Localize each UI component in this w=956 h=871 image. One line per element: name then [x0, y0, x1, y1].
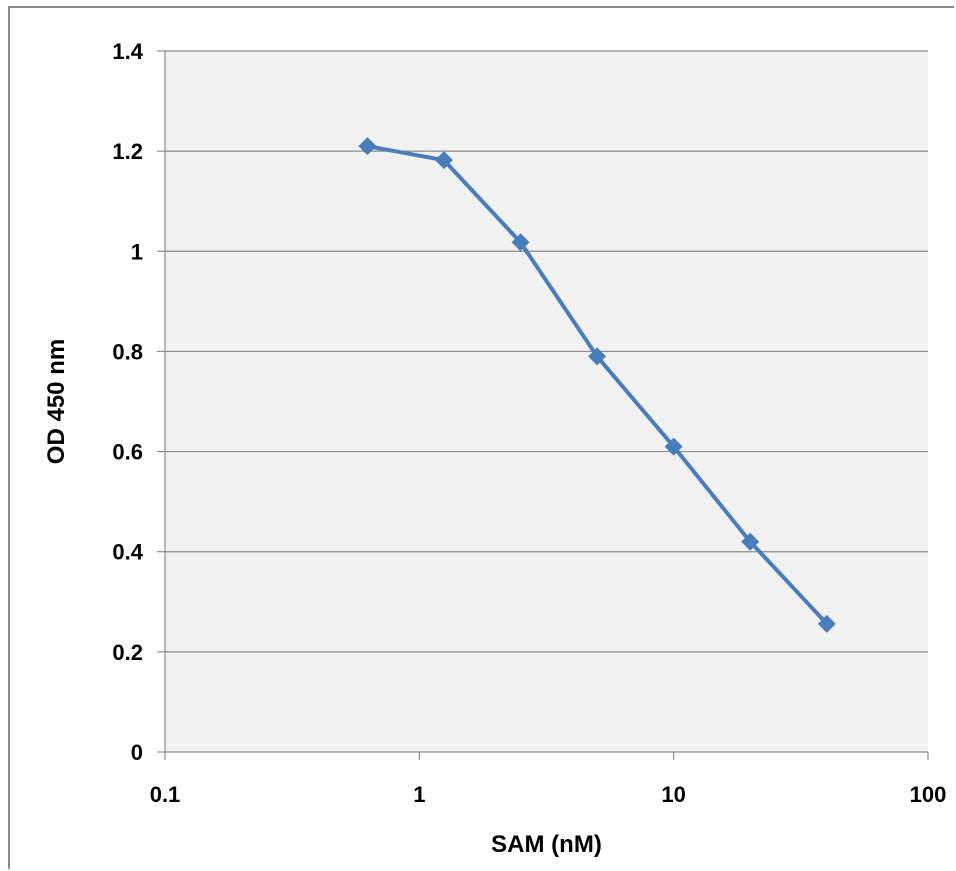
- y-tick-label: 1: [131, 239, 143, 264]
- data-point-marker: [511, 233, 530, 252]
- y-tick-label: 0: [131, 740, 143, 765]
- x-tick-label: 0.1: [150, 782, 181, 807]
- y-tick-label: 1.2: [112, 139, 143, 164]
- y-tick-label: 0.4: [112, 540, 143, 565]
- data-point-marker: [817, 614, 836, 633]
- x-tick-label: 10: [661, 782, 685, 807]
- y-axis-title: OD 450 nm: [43, 339, 70, 464]
- x-tick-label: 1: [413, 782, 425, 807]
- data-point-marker: [588, 347, 607, 366]
- data-point-marker: [358, 137, 377, 156]
- y-tick-labels: 0 0.2 0.4 0.6 0.8 1 1.2 1.4: [112, 39, 143, 765]
- y-tick-label: 1.4: [112, 39, 143, 64]
- y-tick-label: 0.8: [112, 339, 143, 364]
- axes: [164, 51, 929, 760]
- x-tick-label: 100: [910, 782, 947, 807]
- x-tick-labels: 0.1 1 10 100: [150, 782, 947, 807]
- data-point-marker: [434, 151, 453, 170]
- plot-area: [165, 51, 928, 752]
- gridlines: [157, 50, 928, 753]
- chart-frame: [8, 6, 954, 869]
- y-tick-label: 0.2: [112, 640, 143, 665]
- data-point-marker: [741, 532, 760, 551]
- y-tick-label: 0.6: [112, 440, 143, 465]
- data-point-marker: [664, 437, 683, 456]
- x-axis-title: SAM (nM): [491, 831, 602, 858]
- series-group: [358, 137, 836, 633]
